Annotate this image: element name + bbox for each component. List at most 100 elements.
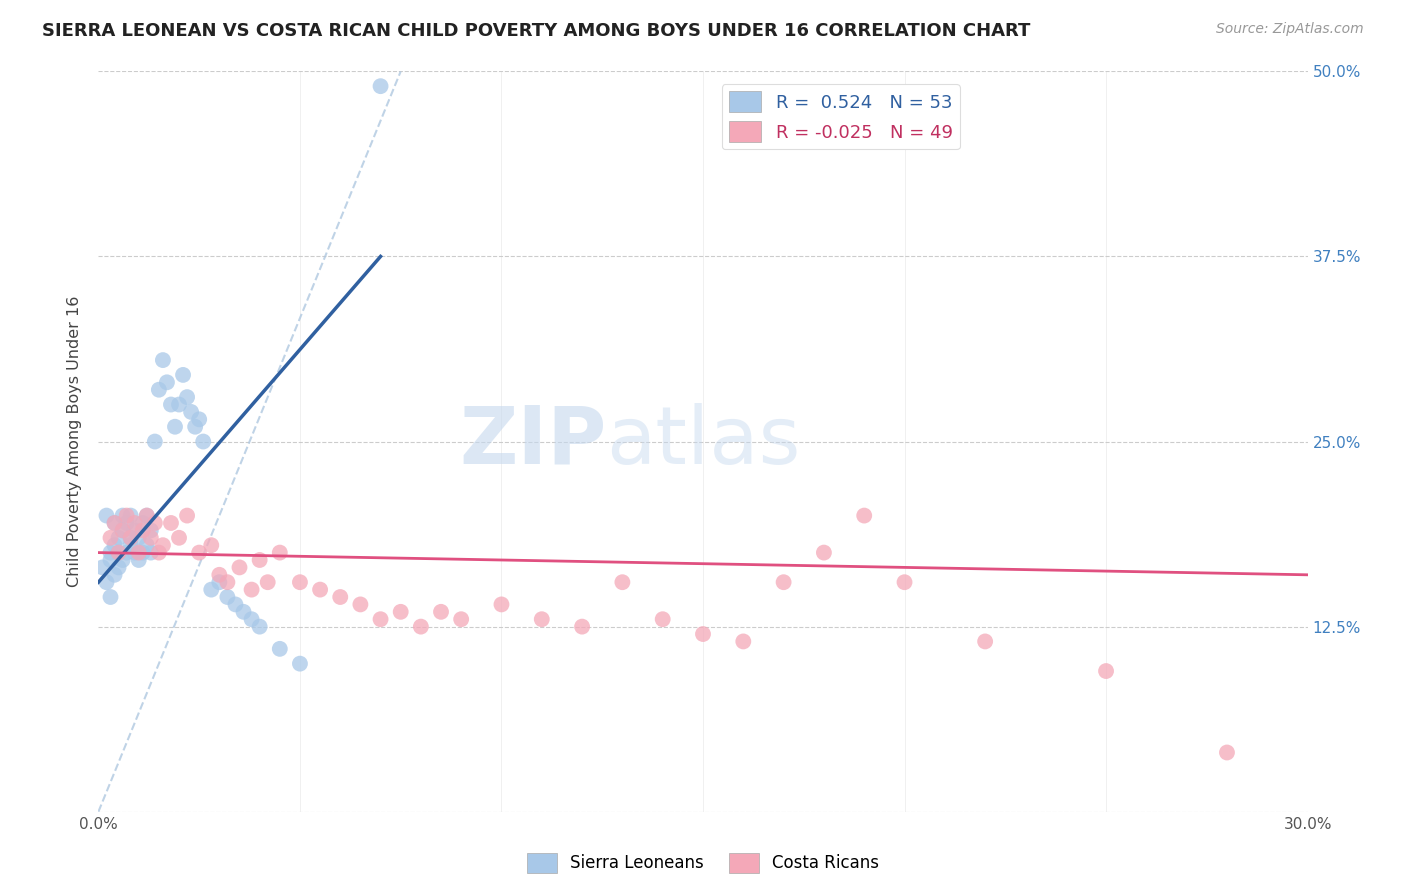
Point	[120, 531, 142, 545]
Point	[107, 560, 129, 574]
Point	[139, 524, 162, 538]
Point	[184, 419, 207, 434]
Point	[148, 383, 170, 397]
Text: atlas: atlas	[606, 402, 800, 481]
Point	[200, 582, 222, 597]
Point	[240, 612, 263, 626]
Point	[200, 538, 222, 552]
Point	[1216, 746, 1239, 760]
Point	[232, 605, 254, 619]
Point	[430, 605, 453, 619]
Point	[1095, 664, 1118, 678]
Point	[100, 590, 122, 604]
Legend: Sierra Leoneans, Costa Ricans: Sierra Leoneans, Costa Ricans	[520, 847, 886, 880]
Point	[115, 508, 138, 523]
Point	[409, 619, 432, 633]
Y-axis label: Child Poverty Among Boys Under 16: Child Poverty Among Boys Under 16	[67, 296, 83, 587]
Point	[96, 508, 118, 523]
Point	[103, 516, 125, 530]
Point	[107, 546, 129, 560]
Point	[163, 419, 186, 434]
Point	[91, 560, 114, 574]
Point	[120, 538, 142, 552]
Point	[217, 590, 239, 604]
Point	[156, 376, 179, 390]
Point	[256, 575, 278, 590]
Point	[208, 575, 231, 590]
Point	[160, 398, 183, 412]
Point	[139, 546, 162, 560]
Point	[124, 524, 146, 538]
Point	[571, 619, 593, 633]
Point	[450, 612, 472, 626]
Point	[100, 546, 122, 560]
Text: SIERRA LEONEAN VS COSTA RICAN CHILD POVERTY AMONG BOYS UNDER 16 CORRELATION CHAR: SIERRA LEONEAN VS COSTA RICAN CHILD POVE…	[42, 22, 1031, 40]
Point	[651, 612, 673, 626]
Point	[349, 598, 371, 612]
Point	[193, 434, 215, 449]
Point	[172, 368, 194, 382]
Point	[103, 516, 125, 530]
Point	[813, 546, 835, 560]
Point	[100, 553, 122, 567]
Point	[135, 508, 157, 523]
Point	[217, 575, 239, 590]
Point	[208, 567, 231, 582]
Point	[893, 575, 915, 590]
Point	[288, 575, 311, 590]
Point	[160, 516, 183, 530]
Point	[309, 582, 332, 597]
Point	[107, 531, 129, 545]
Point	[124, 516, 146, 530]
Point	[772, 575, 794, 590]
Point	[143, 516, 166, 530]
Point	[167, 398, 190, 412]
Point	[115, 516, 138, 530]
Text: ZIP: ZIP	[458, 402, 606, 481]
Point	[491, 598, 513, 612]
Point	[180, 405, 202, 419]
Point	[329, 590, 352, 604]
Point	[111, 508, 134, 523]
Point	[288, 657, 311, 671]
Point	[370, 79, 392, 94]
Point	[269, 641, 291, 656]
Point	[176, 390, 198, 404]
Point	[120, 531, 142, 545]
Point	[96, 575, 118, 590]
Point	[103, 567, 125, 582]
Point	[228, 560, 250, 574]
Point	[111, 524, 134, 538]
Text: Source: ZipAtlas.com: Source: ZipAtlas.com	[1216, 22, 1364, 37]
Point	[115, 546, 138, 560]
Point	[249, 553, 271, 567]
Point	[188, 546, 211, 560]
Point	[370, 612, 392, 626]
Point	[128, 546, 150, 560]
Point	[107, 546, 129, 560]
Point	[389, 605, 412, 619]
Point	[103, 538, 125, 552]
Legend: R =  0.524   N = 53, R = -0.025   N = 49: R = 0.524 N = 53, R = -0.025 N = 49	[721, 84, 960, 149]
Point	[224, 598, 246, 612]
Point	[692, 627, 714, 641]
Point	[111, 524, 134, 538]
Point	[240, 582, 263, 597]
Point	[612, 575, 634, 590]
Point	[143, 434, 166, 449]
Point	[120, 508, 142, 523]
Point	[132, 516, 155, 530]
Point	[128, 531, 150, 545]
Point	[167, 531, 190, 545]
Point	[152, 353, 174, 368]
Point	[132, 546, 155, 560]
Point	[132, 524, 155, 538]
Point	[249, 619, 271, 633]
Point	[124, 546, 146, 560]
Point	[269, 546, 291, 560]
Point	[853, 508, 876, 523]
Point	[176, 508, 198, 523]
Point	[733, 634, 755, 648]
Point	[530, 612, 553, 626]
Point	[974, 634, 997, 648]
